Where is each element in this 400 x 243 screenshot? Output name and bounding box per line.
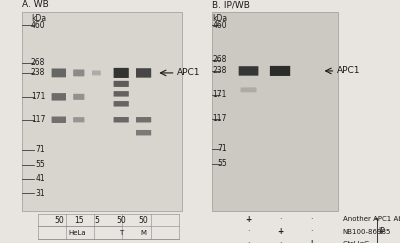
Text: NB100-86985: NB100-86985 (343, 229, 391, 234)
Text: ·: · (310, 227, 313, 236)
FancyBboxPatch shape (240, 87, 256, 92)
Bar (212, 12, 338, 211)
FancyBboxPatch shape (52, 93, 66, 101)
Text: ·: · (247, 227, 250, 236)
FancyBboxPatch shape (239, 66, 258, 76)
Text: 55: 55 (36, 160, 45, 169)
FancyBboxPatch shape (136, 130, 151, 135)
Text: ·: · (247, 239, 250, 243)
Text: 460: 460 (212, 21, 227, 30)
FancyBboxPatch shape (136, 117, 151, 122)
Text: A. WB: A. WB (22, 0, 49, 9)
Text: M: M (141, 230, 147, 236)
Text: 71: 71 (217, 144, 227, 153)
Text: IP: IP (378, 227, 385, 236)
FancyBboxPatch shape (136, 68, 151, 78)
FancyBboxPatch shape (73, 94, 84, 100)
Text: 15: 15 (74, 216, 84, 225)
Text: 71: 71 (36, 145, 45, 154)
Text: 238: 238 (31, 69, 45, 78)
Text: kDa: kDa (31, 14, 46, 23)
Text: 41: 41 (36, 174, 45, 183)
FancyBboxPatch shape (73, 69, 84, 76)
FancyBboxPatch shape (73, 117, 84, 122)
FancyBboxPatch shape (114, 91, 129, 96)
Text: ·: · (279, 215, 281, 224)
Text: 31: 31 (36, 189, 45, 198)
FancyBboxPatch shape (52, 69, 66, 77)
Bar (22, 12, 182, 211)
FancyBboxPatch shape (114, 101, 129, 106)
FancyBboxPatch shape (114, 68, 129, 78)
Text: 268: 268 (31, 59, 45, 68)
Text: 268: 268 (212, 55, 227, 64)
Text: HeLa: HeLa (69, 230, 86, 236)
Text: ·: · (279, 239, 281, 243)
Text: ·: · (310, 215, 313, 224)
Text: 460: 460 (30, 21, 45, 30)
Text: +: + (246, 215, 252, 224)
Text: 171: 171 (212, 90, 227, 99)
Text: 117: 117 (212, 114, 227, 123)
Text: T: T (119, 230, 123, 236)
Text: 238: 238 (212, 66, 227, 75)
Text: Ctrl IgG: Ctrl IgG (343, 241, 369, 243)
Text: +: + (277, 227, 283, 236)
Text: 55: 55 (217, 159, 227, 168)
Text: 117: 117 (31, 115, 45, 124)
Text: B. IP/WB: B. IP/WB (212, 0, 250, 9)
Text: kDa: kDa (212, 14, 228, 23)
Text: 50: 50 (54, 216, 64, 225)
Text: Another APC1 Ab: Another APC1 Ab (343, 217, 400, 222)
FancyBboxPatch shape (52, 117, 66, 123)
Text: 50: 50 (139, 216, 148, 225)
FancyBboxPatch shape (92, 70, 101, 75)
Text: +: + (308, 239, 315, 243)
FancyBboxPatch shape (114, 81, 129, 87)
Text: APC1: APC1 (337, 66, 360, 75)
Text: APC1: APC1 (177, 69, 201, 78)
FancyBboxPatch shape (114, 117, 129, 122)
Text: 50: 50 (116, 216, 126, 225)
FancyBboxPatch shape (270, 66, 290, 76)
Text: 5: 5 (94, 216, 99, 225)
Text: 171: 171 (31, 92, 45, 101)
